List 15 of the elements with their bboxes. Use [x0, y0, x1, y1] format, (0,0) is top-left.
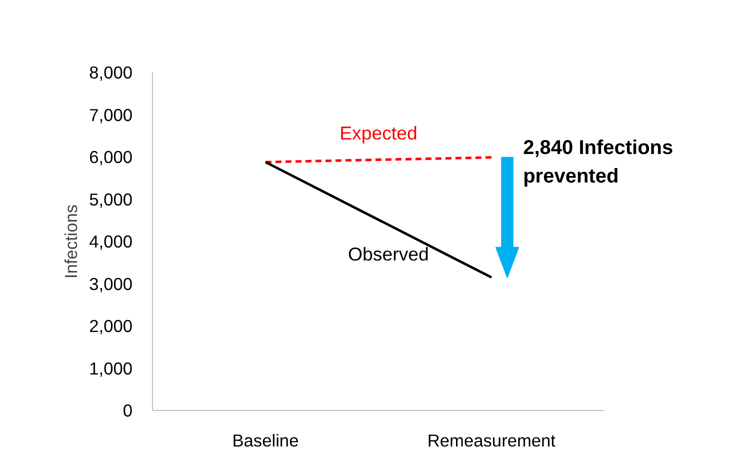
y-tick-label: 8,000: [89, 62, 133, 82]
y-tick-label: 5,000: [89, 189, 133, 210]
series-label: Observed: [348, 244, 429, 265]
y-tick-label: 3,000: [89, 274, 133, 294]
y-tick-label: 6,000: [89, 147, 133, 167]
y-tick-label: 0: [122, 400, 133, 420]
y-axis-title: Infections: [61, 204, 82, 279]
series-label: Expected: [340, 122, 418, 144]
y-tick-label: 2,000: [89, 316, 133, 336]
y-tick-label: 4,000: [89, 232, 133, 252]
x-tick-label: Baseline: [232, 430, 299, 450]
annotation: 2,840 Infections prevented: [523, 137, 674, 188]
y-tick-label: 7,000: [89, 104, 133, 125]
x-tick-label: Remeasurement: [427, 430, 556, 450]
y-tick-label: 1,000: [89, 358, 133, 378]
